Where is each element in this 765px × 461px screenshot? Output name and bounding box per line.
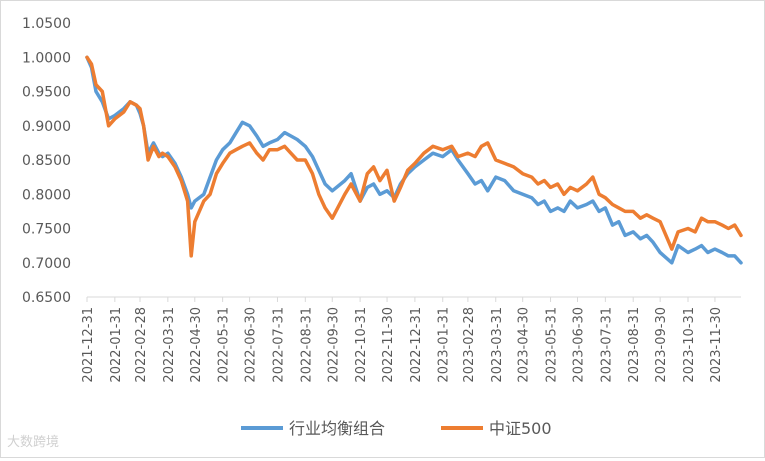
x-tick-label: 2022-09-30 [326, 307, 341, 383]
legend-label: 行业均衡组合 [289, 419, 385, 438]
x-tick-label: 2022-01-31 [109, 307, 124, 383]
series-line-2 [85, 55, 743, 258]
x-tick-label: 2023-08-31 [627, 307, 642, 383]
x-tick-label: 2022-11-30 [381, 307, 396, 383]
y-tick-label: 0.7500 [22, 222, 71, 238]
x-tick-label: 2023-11-30 [709, 307, 724, 383]
x-tick-label: 2022-04-30 [189, 307, 204, 383]
legend: 行业均衡组合 中证500 [241, 419, 552, 438]
x-tick-label: 2021-12-31 [81, 307, 96, 383]
x-axis-labels: 2021-12-31 2022-01-31 2022-02-28 2022-03-31… [81, 307, 724, 383]
x-tick-label: 2023-07-31 [599, 307, 614, 383]
series-lines [85, 55, 743, 265]
x-tick-label: 2023-05-31 [545, 307, 560, 383]
y-tick-label: 1.0000 [22, 50, 71, 66]
x-tick-label: 2022-05-31 [217, 307, 232, 383]
x-tick-label: 2022-10-31 [354, 307, 369, 383]
x-tick-label: 2022-02-28 [134, 307, 149, 383]
y-tick-label: 0.8500 [22, 153, 71, 169]
x-tick-label: 2023-06-30 [572, 307, 587, 383]
legend-label: 中证500 [489, 419, 552, 438]
watermark-text: 大数跨境 [7, 435, 60, 450]
y-tick-label: 1.0500 [22, 16, 71, 32]
x-tick-label: 2023-01-31 [437, 307, 452, 383]
y-tick-label: 0.9500 [22, 85, 71, 101]
x-tick-label: 2023-09-30 [654, 307, 669, 383]
y-tick-label: 0.8000 [22, 187, 71, 203]
x-tick-label: 2022-08-31 [299, 307, 314, 383]
x-tick-label: 2023-04-30 [517, 307, 532, 383]
y-tick-label: 0.6500 [22, 290, 71, 306]
y-tick-label: 0.9000 [22, 119, 71, 135]
x-tick-label: 2022-07-31 [271, 307, 286, 383]
series-line-1 [85, 55, 743, 265]
x-tick-label: 2023-10-31 [682, 307, 697, 383]
x-axis-ticks [86, 297, 716, 302]
x-tick-label: 2023-02-28 [462, 307, 477, 383]
x-tick-label: 2022-12-31 [409, 307, 424, 383]
y-axis-labels: 1.0500 1.0000 0.9500 0.9000 0.8500 0.8000 0.75… [22, 16, 71, 306]
x-tick-label: 2022-06-30 [244, 307, 259, 383]
x-tick-label: 2023-03-31 [490, 307, 505, 383]
y-tick-label: 0.7000 [22, 256, 71, 272]
x-tick-label: 2022-03-31 [162, 307, 177, 383]
